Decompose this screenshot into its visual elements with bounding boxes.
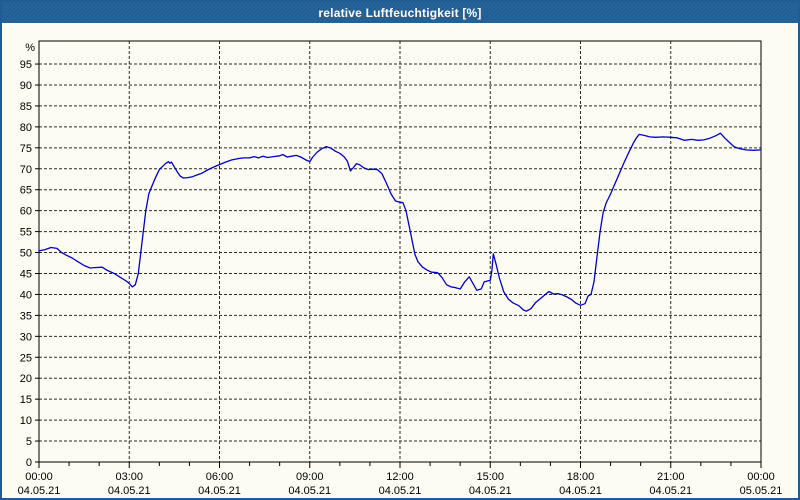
y-tick-label: 10 bbox=[20, 415, 32, 427]
y-tick-label: 70 bbox=[20, 164, 32, 176]
chart-area: 0 5 10 15 20 25 30 35 40 45 50 55 60 65 70 75 80 85 90 95 0… bbox=[2, 23, 798, 498]
y-tick-label: 35 bbox=[20, 310, 32, 322]
y-tick-label: 65 bbox=[20, 185, 32, 197]
y-tick-label: 25 bbox=[20, 352, 32, 364]
humidity-line-chart: 0 5 10 15 20 25 30 35 40 45 50 55 60 65 70 75 80 85 90 95 0… bbox=[18, 40, 783, 497]
y-tick-label: 45 bbox=[20, 268, 32, 280]
x-tick-date-label: 04.05.21 bbox=[469, 485, 512, 497]
x-tick-time-label: 03:00 bbox=[115, 471, 143, 483]
x-axis-tick-labels: 00:00 04.05.21 03:00 04.05.21 06:00 04.05.21 0… bbox=[18, 471, 783, 497]
y-tick-label: 85 bbox=[20, 101, 32, 113]
axis-ticks bbox=[35, 63, 762, 468]
y-tick-label: 20 bbox=[20, 373, 32, 385]
y-tick-label: 0 bbox=[26, 457, 32, 469]
x-tick-time-label: 21:00 bbox=[657, 471, 685, 483]
x-tick-date-label: 04.05.21 bbox=[559, 485, 602, 497]
gridlines bbox=[39, 41, 761, 462]
y-tick-label: 90 bbox=[20, 80, 32, 92]
x-tick-date-label: 04.05.21 bbox=[288, 485, 331, 497]
y-tick-label: 95 bbox=[20, 59, 32, 71]
y-tick-label: 30 bbox=[20, 331, 32, 343]
y-tick-label: 15 bbox=[20, 394, 32, 406]
y-tick-label: 50 bbox=[20, 248, 32, 260]
window-title: relative Luftfeuchtigkeit [%] bbox=[318, 5, 482, 20]
x-tick-date-label: 04.05.21 bbox=[18, 485, 61, 497]
x-tick-time-label: 06:00 bbox=[206, 471, 234, 483]
x-tick-date-label: 04.05.21 bbox=[379, 485, 422, 497]
title-bar: relative Luftfeuchtigkeit [%] bbox=[2, 2, 798, 23]
x-tick-time-label: 00:00 bbox=[25, 471, 53, 483]
y-axis-unit-label: % bbox=[25, 42, 35, 54]
x-tick-time-label: 09:00 bbox=[296, 471, 324, 483]
x-tick-date-label: 04.05.21 bbox=[198, 485, 241, 497]
y-tick-label: 5 bbox=[26, 436, 32, 448]
y-tick-label: 60 bbox=[20, 206, 32, 218]
x-tick-time-label: 12:00 bbox=[386, 471, 414, 483]
x-tick-date-label: 04.05.21 bbox=[108, 485, 151, 497]
y-axis-tick-labels: 0 5 10 15 20 25 30 35 40 45 50 55 60 65 70 75 80 85 90 95 bbox=[20, 59, 32, 469]
y-tick-label: 80 bbox=[20, 122, 32, 134]
y-tick-label: 75 bbox=[20, 143, 32, 155]
x-tick-time-label: 00:00 bbox=[747, 471, 775, 483]
x-tick-date-label: 05.05.21 bbox=[740, 485, 783, 497]
humidity-series-line bbox=[38, 132, 762, 312]
x-tick-time-label: 18:00 bbox=[567, 471, 595, 483]
y-tick-label: 55 bbox=[20, 227, 32, 239]
x-tick-date-label: 04.05.21 bbox=[649, 485, 692, 497]
y-tick-label: 40 bbox=[20, 289, 32, 301]
x-tick-time-label: 15:00 bbox=[476, 471, 504, 483]
